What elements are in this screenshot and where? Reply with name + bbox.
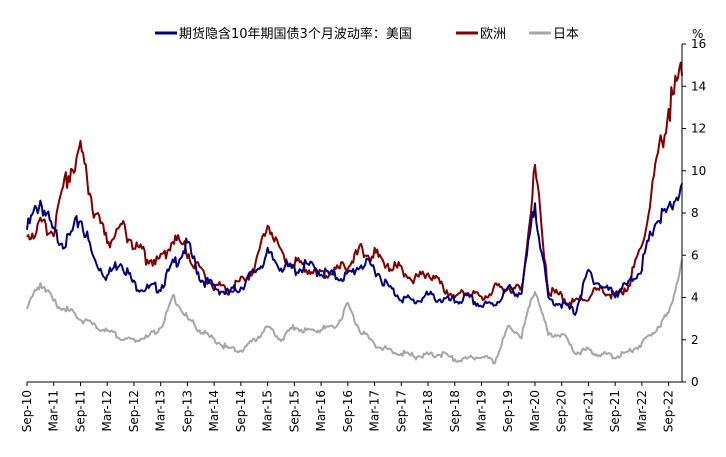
y-tick-label-8: 16 (691, 37, 706, 51)
x-tick-label-14: Sep-17 (394, 390, 408, 432)
x-tick-label-5: Mar-13 (154, 390, 168, 431)
x-tick-label-19: Mar-20 (528, 390, 542, 431)
y-tick-label-1: 2 (691, 333, 699, 347)
x-tick-label-18: Sep-19 (501, 390, 515, 432)
x-tick-label-4: Sep-12 (127, 390, 141, 432)
x-tick-label-0: Sep-10 (20, 390, 34, 432)
x-tick-label-8: Sep-14 (234, 390, 248, 432)
x-tick-label-15: Mar-18 (421, 390, 435, 431)
x-tick-label-13: Mar-17 (368, 390, 382, 431)
series-line-2 (26, 259, 683, 365)
legend: 期货隐含10年期国债3个月波动率：美国 欧洲 日本 (155, 26, 579, 42)
legend-label-2: 日本 (553, 27, 579, 42)
legend-label-0: 期货隐含10年期国债3个月波动率：美国 (179, 26, 412, 42)
x-tick-label-10: Sep-15 (287, 390, 301, 432)
y-axis-unit-label: % (692, 27, 703, 41)
y-tick-label-3: 6 (691, 248, 699, 262)
x-tick-label-17: Mar-19 (474, 390, 488, 431)
x-tick-label-9: Mar-15 (261, 390, 275, 431)
x-tick-label-21: Mar-21 (581, 390, 595, 431)
x-tick-label-20: Sep-20 (555, 390, 569, 432)
x-tick-label-23: Mar-22 (635, 390, 649, 431)
x-tick-label-7: Mar-14 (207, 390, 221, 431)
x-axis: Sep-10 Mar-11 Sep-11 Mar-12 Sep-12 Mar-13 Sep-… (20, 381, 682, 432)
series-line-1 (26, 61, 683, 307)
x-tick-label-3: Mar-12 (100, 390, 114, 431)
series-layer (26, 61, 683, 365)
x-tick-label-22: Sep-21 (608, 390, 622, 432)
x-tick-label-12: Sep-16 (341, 390, 355, 432)
y-tick-label-2: 4 (691, 291, 699, 305)
x-tick-label-6: Sep-13 (180, 390, 194, 432)
y-tick-label-0: 0 (691, 375, 699, 389)
x-tick-label-24: Sep-22 (662, 390, 676, 432)
y-tick-label-5: 10 (691, 164, 706, 178)
y-axis: 0 2 4 6 8 10 12 14 16 (681, 37, 706, 389)
x-tick-label-11: Mar-16 (314, 390, 328, 431)
series-line-0 (26, 183, 683, 316)
y-tick-label-6: 12 (691, 122, 706, 136)
x-tick-label-2: Sep-11 (73, 390, 87, 432)
x-tick-label-16: Sep-18 (448, 390, 462, 432)
y-tick-label-4: 8 (691, 206, 699, 220)
x-tick-label-1: Mar-11 (47, 390, 61, 431)
legend-label-1: 欧洲 (480, 27, 506, 42)
y-tick-label-7: 14 (691, 79, 706, 93)
